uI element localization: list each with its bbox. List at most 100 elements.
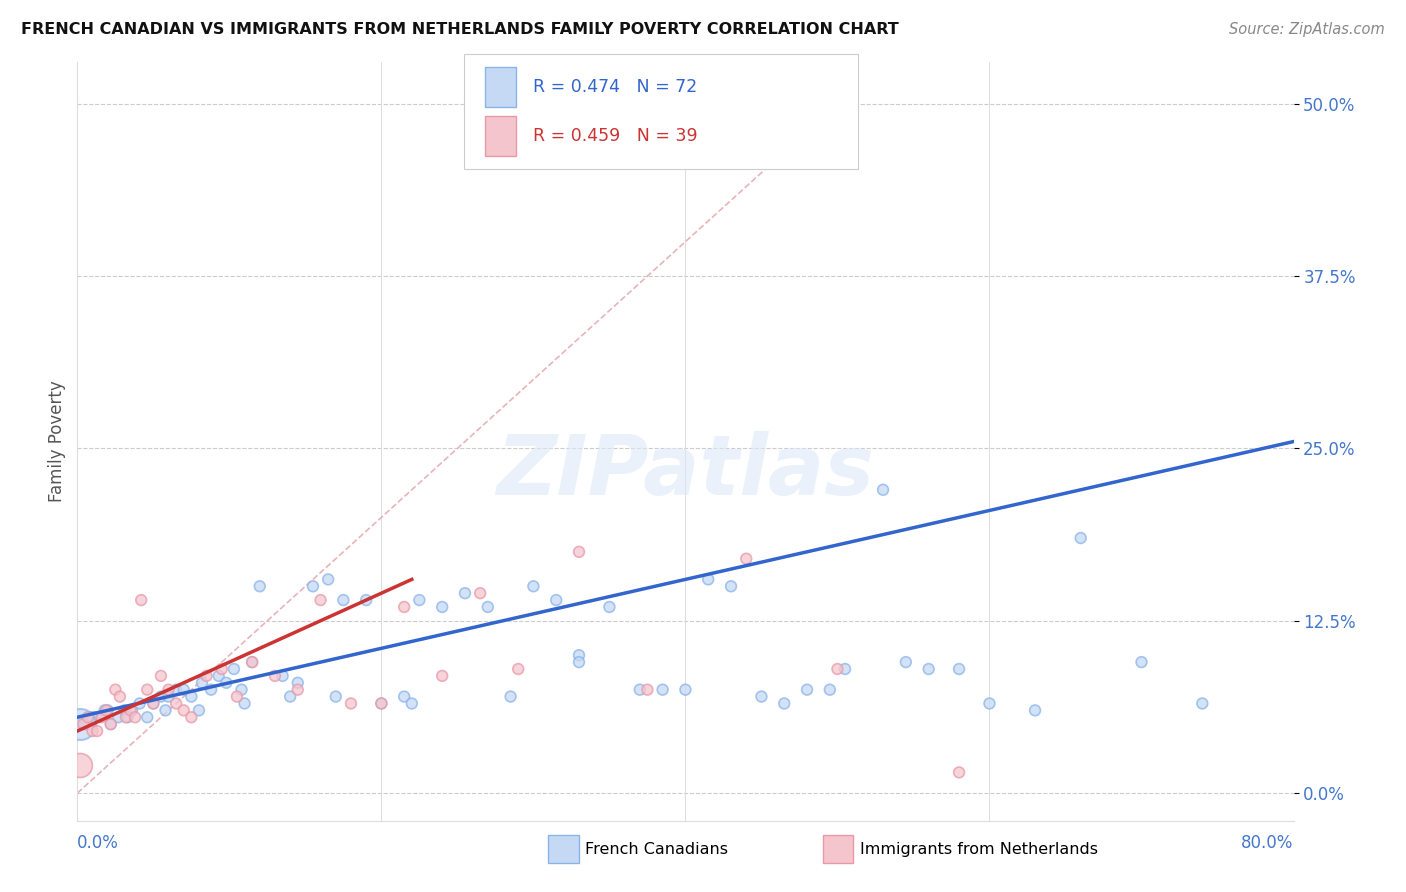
Point	[69, 758, 91, 772]
Text: French Canadians: French Canadians	[585, 842, 728, 856]
Point	[226, 690, 249, 704]
Point	[142, 697, 165, 711]
Point	[1070, 531, 1092, 545]
Point	[188, 703, 211, 717]
Point	[96, 703, 118, 717]
Point	[97, 703, 120, 717]
Point	[264, 669, 287, 683]
Point	[120, 703, 142, 717]
Point	[231, 682, 253, 697]
Point	[73, 717, 96, 731]
Point	[233, 697, 256, 711]
Point	[918, 662, 941, 676]
Point	[82, 724, 104, 739]
Point	[100, 717, 122, 731]
Point	[636, 682, 658, 697]
Point	[86, 724, 108, 739]
Point	[979, 697, 1001, 711]
Point	[872, 483, 894, 497]
Point	[948, 765, 970, 780]
Point	[568, 648, 591, 663]
Text: Immigrants from Netherlands: Immigrants from Netherlands	[860, 842, 1098, 856]
Point	[271, 669, 294, 683]
Point	[155, 703, 177, 717]
Point	[392, 690, 415, 704]
Point	[240, 655, 263, 669]
Point	[354, 593, 377, 607]
Text: R = 0.474   N = 72: R = 0.474 N = 72	[533, 78, 697, 96]
Point	[79, 710, 101, 724]
Point	[142, 697, 165, 711]
Point	[735, 551, 758, 566]
Point	[430, 599, 453, 614]
Point	[834, 662, 856, 676]
Point	[115, 710, 138, 724]
Text: Source: ZipAtlas.com: Source: ZipAtlas.com	[1229, 22, 1385, 37]
Point	[180, 690, 202, 704]
Point	[249, 579, 271, 593]
Point	[100, 717, 122, 731]
Point	[165, 682, 187, 697]
Point	[628, 682, 651, 697]
Point	[1130, 655, 1153, 669]
Point	[77, 710, 100, 724]
Point	[568, 545, 591, 559]
Point	[69, 717, 91, 731]
Point	[191, 675, 214, 690]
Point	[107, 710, 129, 724]
Y-axis label: Family Poverty: Family Poverty	[48, 381, 66, 502]
Point	[124, 710, 146, 724]
Point	[149, 690, 172, 704]
Point	[675, 682, 697, 697]
Point	[454, 586, 477, 600]
Point	[180, 710, 202, 724]
Point	[149, 669, 172, 683]
Point	[157, 682, 180, 697]
Text: ZIPatlas: ZIPatlas	[496, 432, 875, 512]
Point	[408, 593, 430, 607]
Text: 80.0%: 80.0%	[1241, 834, 1294, 853]
Point	[75, 717, 97, 731]
Point	[287, 675, 309, 690]
Point	[651, 682, 673, 697]
Point	[211, 662, 233, 676]
Point	[720, 579, 742, 593]
Point	[108, 690, 131, 704]
Point	[129, 593, 152, 607]
Point	[157, 690, 180, 704]
Point	[117, 710, 139, 724]
Point	[302, 579, 325, 593]
Point	[173, 682, 195, 697]
Point	[499, 690, 522, 704]
Point	[522, 579, 544, 593]
Point	[370, 697, 392, 711]
Point	[392, 599, 415, 614]
Point	[796, 682, 818, 697]
Point	[287, 682, 309, 697]
Point	[401, 697, 423, 711]
Point	[93, 703, 115, 717]
Point	[818, 682, 841, 697]
Point	[827, 662, 849, 676]
Point	[508, 662, 530, 676]
Point	[948, 662, 970, 676]
Point	[200, 682, 222, 697]
Text: FRENCH CANADIAN VS IMMIGRANTS FROM NETHERLANDS FAMILY POVERTY CORRELATION CHART: FRENCH CANADIAN VS IMMIGRANTS FROM NETHE…	[21, 22, 898, 37]
Point	[215, 675, 238, 690]
Point	[104, 682, 127, 697]
Point	[1191, 697, 1213, 711]
Point	[128, 697, 150, 711]
Point	[1024, 703, 1046, 717]
Point	[90, 710, 112, 724]
Point	[370, 697, 392, 711]
Point	[751, 690, 773, 704]
Text: 0.0%: 0.0%	[77, 834, 120, 853]
Point	[598, 599, 620, 614]
Point	[332, 593, 354, 607]
Point	[470, 586, 492, 600]
Point	[70, 717, 93, 731]
Point	[222, 662, 245, 676]
Point	[568, 655, 591, 669]
Point	[114, 703, 136, 717]
Text: R = 0.459   N = 39: R = 0.459 N = 39	[533, 127, 697, 145]
